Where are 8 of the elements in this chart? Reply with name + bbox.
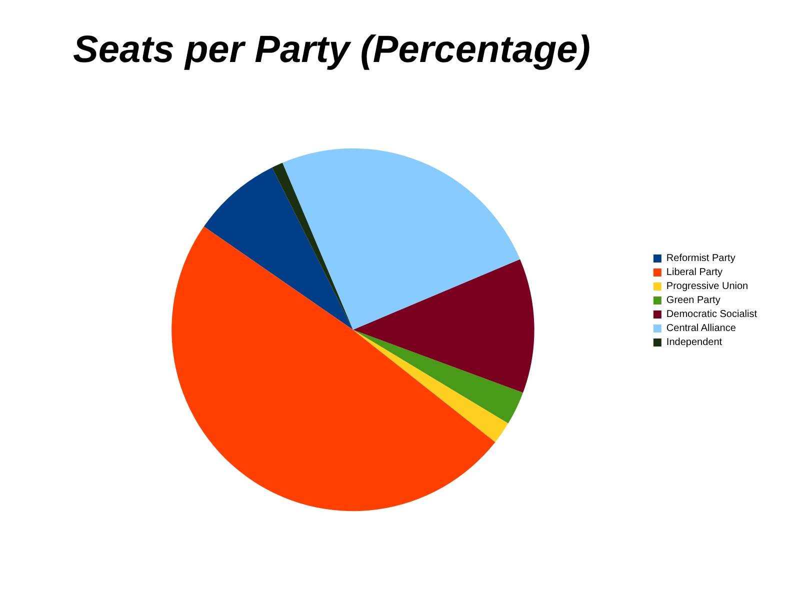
legend-label: Progressive Union <box>666 281 748 292</box>
legend-label: Independent <box>666 337 722 348</box>
legend-label: Green Party <box>666 295 720 306</box>
legend-label: Reformist Party <box>666 253 736 264</box>
chart-title: Seats per Party (Percentage) <box>73 29 590 71</box>
legend-label: Democratic Socialist <box>666 309 758 320</box>
legend-label: Liberal Party <box>666 267 723 278</box>
legend-label: Central Alliance <box>666 323 736 334</box>
